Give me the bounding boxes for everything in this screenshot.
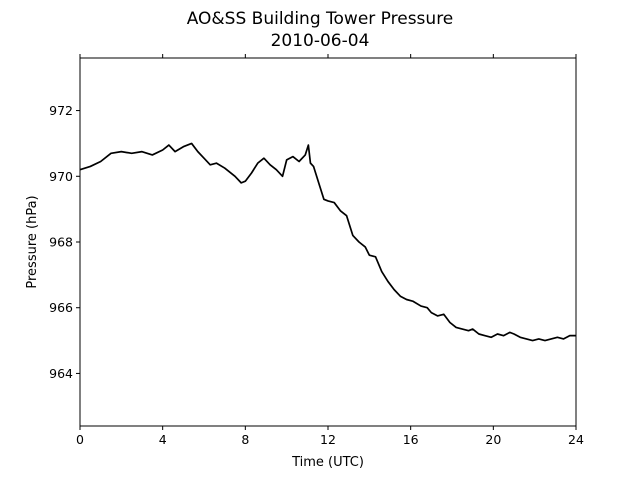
x-tick-label: 4 [159, 432, 167, 447]
plot-frame [79, 57, 577, 427]
y-tick-label: 972 [49, 103, 73, 118]
x-tick-label: 20 [485, 432, 501, 447]
x-axis-label: Time (UTC) [291, 455, 364, 470]
x-tick-label: 12 [320, 432, 336, 447]
y-tick-label: 970 [49, 169, 73, 184]
y-tick-label: 966 [49, 300, 73, 315]
ticks: 0 4 8 12 16 20 24 964 966 968 970 972 [49, 54, 584, 447]
x-tick-label: 0 [76, 432, 84, 447]
chart-subtitle: 2010-06-04 [271, 31, 370, 51]
chart-title: AO&SS Building Tower Pressure [187, 9, 454, 29]
pressure-series-line [79, 142, 576, 342]
y-tick-label: 964 [49, 366, 73, 381]
x-tick-label: 8 [241, 432, 249, 447]
plot-area: 0 4 8 12 16 20 24 964 966 968 970 972 [49, 54, 584, 447]
y-tick-label: 968 [49, 235, 73, 250]
x-tick-label: 16 [403, 432, 419, 447]
x-tick-label: 24 [568, 432, 584, 447]
y-axis-label: Pressure (hPa) [25, 195, 40, 288]
